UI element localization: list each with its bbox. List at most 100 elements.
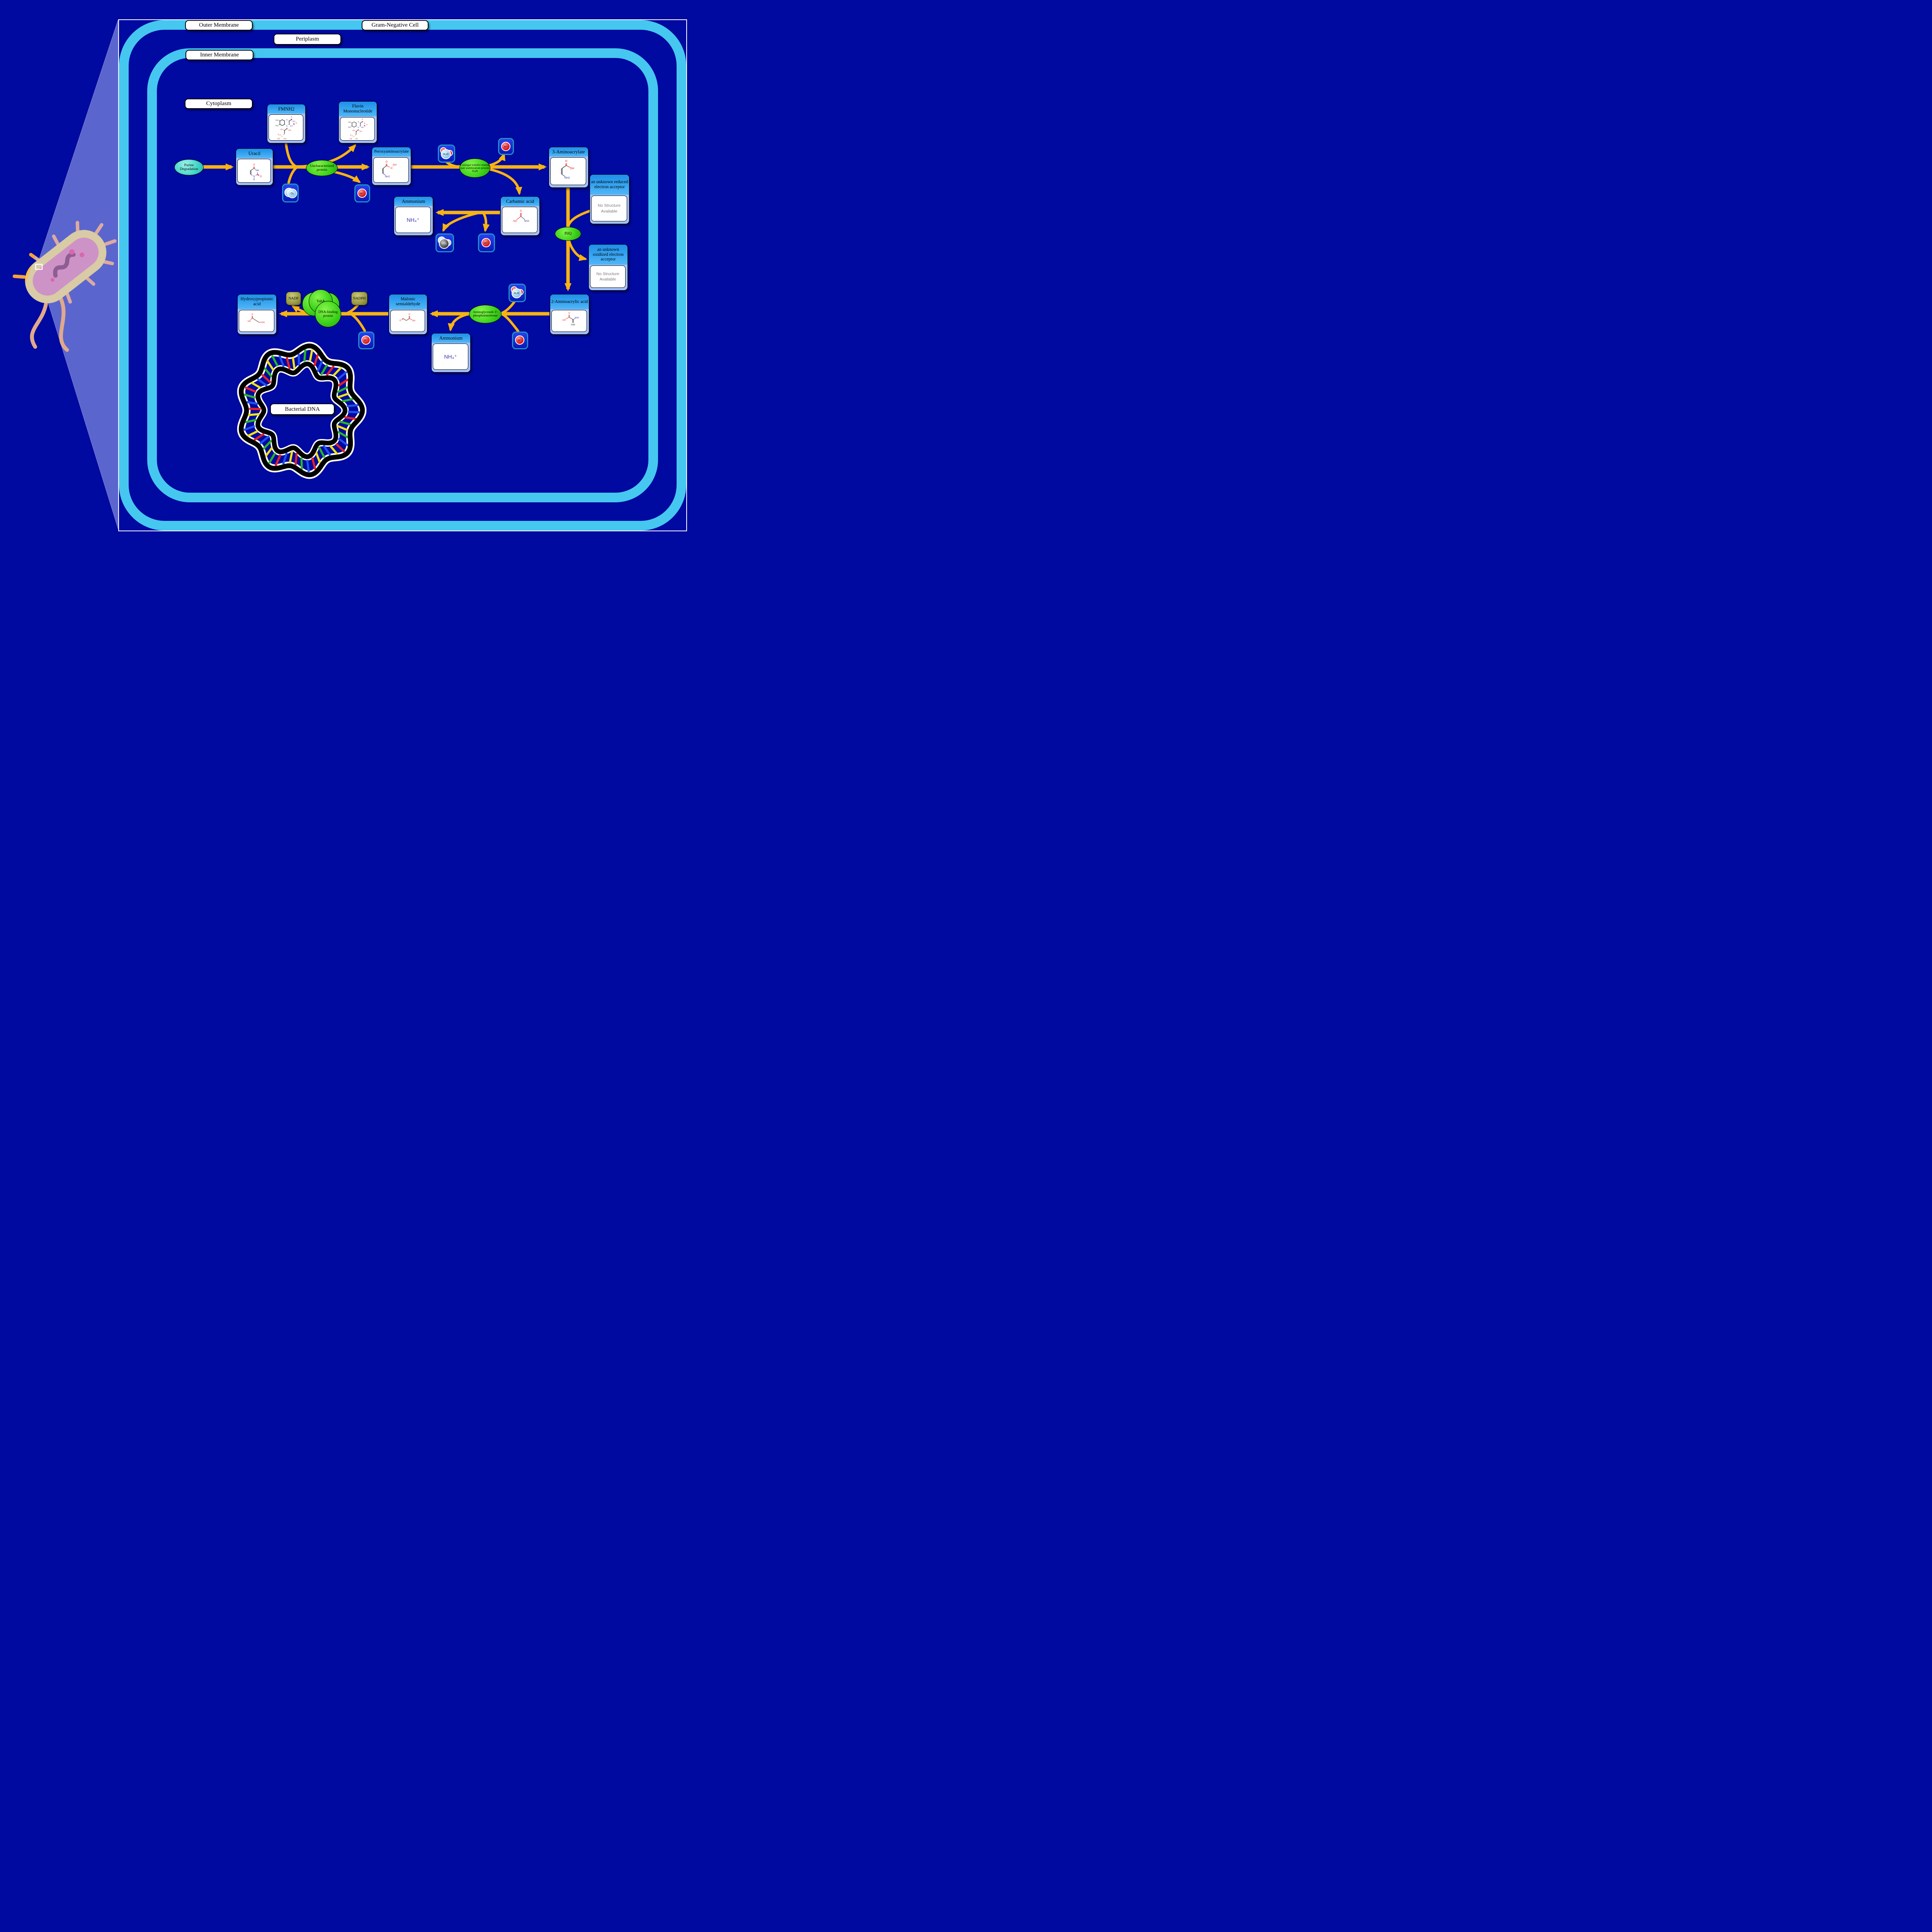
svg-text:N: N: [358, 126, 359, 128]
2-aminoacrylic-structure: O HO NH2 CH2: [551, 310, 587, 332]
svg-text:O: O: [366, 124, 367, 126]
inner-membrane-band: [147, 48, 658, 502]
nadph-text: NADPH: [353, 296, 366, 301]
svg-text:OH: OH: [352, 129, 355, 131]
svg-text:NH: NH: [256, 170, 259, 172]
cofactor-h-plus-icon[interactable]: H⁺: [358, 332, 374, 349]
label-cytoplasm: Cytoplasm: [185, 99, 253, 109]
svg-text:OH: OH: [570, 167, 574, 170]
zoom-region-indicator: [35, 264, 43, 270]
svg-text:O: O: [278, 134, 279, 136]
cofactor-h2o-icon[interactable]: H₂O: [438, 145, 455, 163]
cofactor-nadp-icon[interactable]: NADP: [286, 292, 301, 305]
svg-text:O: O: [291, 116, 293, 118]
aminoglycoside-text: Aminoglycoside 3'-phosphotransferase: [473, 310, 498, 317]
peroxyaminoacrylate-structure: O O OH NH2: [373, 157, 409, 183]
svg-text:OH: OH: [288, 129, 291, 132]
svg-text:O: O: [260, 176, 262, 178]
zoom-wedge-and-bacterium: [0, 19, 119, 530]
svg-text:H₃C: H₃C: [276, 125, 279, 127]
enzyme-tran[interactable]: Conjugal transfer mating pair stabilizat…: [459, 158, 490, 178]
metabolite-fmnh2[interactable]: FMNH2 H₃C H₃C N N NH NH O O OH OH P O HO OH: [267, 104, 306, 143]
label-periplasm: Periplasm: [274, 34, 341, 45]
svg-text:H₃C: H₃C: [276, 119, 279, 121]
svg-text:P: P: [353, 136, 354, 138]
svg-text:HO: HO: [350, 138, 352, 140]
svg-text:N: N: [364, 122, 365, 124]
cofactor-h-plus-icon[interactable]: H⁺: [478, 233, 495, 252]
svg-text:NH2: NH2: [575, 317, 579, 319]
cytoplasm-text: Cytoplasm: [206, 100, 231, 107]
cofactor-h-plus-icon[interactable]: H⁺: [512, 332, 528, 349]
cofactor-h-plus-icon[interactable]: H⁺: [354, 184, 370, 202]
dna-binding-protein-text: DNA-binding protein: [318, 310, 338, 318]
svg-text:OH: OH: [284, 138, 287, 140]
svg-text:O: O: [391, 167, 393, 170]
oxidized-acceptor-title: an unknown oxidized electron acceptor: [593, 247, 624, 262]
metabolite-ammonium-top[interactable]: Ammonium NH₄⁺: [394, 196, 433, 236]
inner-membrane-text: Inner Membrane: [200, 52, 239, 58]
3-aminoacrylate-structure: O OH NH2: [550, 157, 586, 185]
carbamic-acid-structure: O HO NH2: [502, 207, 537, 233]
svg-text:OH: OH: [412, 320, 415, 322]
label-outer-membrane: Outer Membrane: [185, 20, 253, 31]
metabolite-3-aminoacrylate[interactable]: 3-Aminoacrylate O OH NH2: [549, 147, 588, 188]
svg-text:HO: HO: [513, 220, 517, 223]
h-plus-text: H⁺: [484, 241, 488, 245]
svg-text:NH: NH: [290, 125, 293, 127]
metabolite-fmn[interactable]: Flavin Mononucleotide H₃C H₃C N N N NH O O OH OH P…: [338, 101, 377, 143]
h2o-text: H₂O: [443, 153, 449, 156]
metabolite-unknown-oxidized-acceptor[interactable]: an unknown oxidized electron acceptor No…: [588, 244, 628, 291]
label-inner-membrane: Inner Membrane: [185, 50, 253, 60]
metabolite-malonic-semialdehyde[interactable]: Malonic semialdehyde O O OH: [389, 294, 427, 335]
2-aminoacrylic-title: 2-Aminoacrylic acid: [551, 299, 588, 304]
svg-text:NH: NH: [293, 120, 295, 122]
enzyme-uncharacterized-protein[interactable]: Uncharacterized protein: [306, 160, 338, 176]
metabolite-hydroxypropionic-acid[interactable]: Hydroxypropionic acid O HO OH: [237, 294, 277, 335]
metabolite-unknown-reduced-acceptor[interactable]: an unknown reduced electron acceptor No …: [590, 174, 629, 224]
metabolite-carbamic-acid[interactable]: Carbamic acid O HO NH2: [500, 196, 540, 236]
reduced-acceptor-title: an unknown reduced electron acceptor: [591, 180, 628, 189]
svg-text:O: O: [252, 313, 253, 316]
svg-text:N: N: [286, 119, 288, 121]
reduced-acceptor-note: No Structure Available: [598, 203, 621, 214]
metabolite-uracil[interactable]: Uracil O NH O N H: [236, 148, 273, 185]
malonic-title: Malonic semialdehyde: [396, 297, 420, 306]
svg-text:NH2: NH2: [385, 175, 390, 178]
peroxyaminoacrylate-title: Peroxyaminoacrylate: [374, 150, 409, 154]
nadp-text: NADP: [288, 296, 299, 301]
enzyme-aminoglycoside-phosphotransferase[interactable]: Aminoglycoside 3'-phosphotransferase: [469, 305, 502, 323]
svg-text:NH2: NH2: [565, 177, 570, 179]
svg-text:N: N: [286, 125, 288, 127]
fmn-title: Flavin Mononucleotide: [343, 104, 372, 114]
h-plus-text: H⁺: [364, 338, 368, 342]
svg-text:H₃C: H₃C: [348, 126, 351, 128]
cofactor-co2-icon[interactable]: CO₂: [435, 233, 454, 252]
fmn-structure: H₃C H₃C N N N NH O O OH OH P O HO OH: [340, 117, 375, 141]
cofactor-nadph-icon[interactable]: NADPH: [351, 292, 367, 305]
fmnh2-title: FMNH2: [278, 106, 295, 112]
enzyme-dna-binding-protein[interactable]: DNA-binding protein: [315, 301, 341, 327]
pathway-purine-degradation[interactable]: Purine Degradation: [174, 159, 204, 175]
metabolite-peroxyaminoacrylate[interactable]: Peroxyaminoacrylate O O OH NH2: [372, 147, 411, 185]
yaha-text: YahA: [316, 299, 325, 303]
uncharacterized-protein-text: Uncharacterized protein: [310, 164, 334, 172]
enzyme-pilq[interactable]: PilQ: [555, 227, 581, 241]
metabolite-ammonium-bottom[interactable]: Ammonium NH₄⁺: [431, 333, 471, 372]
label-gram-negative-cell: Gram-Negative Cell: [362, 20, 429, 31]
cofactor-h2o-icon[interactable]: H₂O: [509, 284, 526, 302]
o2-text: O₂: [291, 192, 294, 195]
svg-text:OH: OH: [281, 128, 284, 131]
svg-text:NH: NH: [361, 126, 364, 128]
h-plus-text: H⁺: [504, 145, 508, 148]
cofactor-h-plus-icon[interactable]: H⁺: [498, 138, 514, 155]
metabolite-2-aminoacrylic-acid[interactable]: 2-Aminoacrylic acid O HO NH2 CH2: [550, 294, 589, 335]
h-plus-text: H⁺: [360, 191, 364, 195]
svg-text:OH: OH: [393, 164, 397, 167]
pilq-text: PilQ: [564, 231, 572, 236]
svg-text:O: O: [520, 210, 522, 213]
3-aminoacrylate-title: 3-Aminoacrylate: [552, 149, 585, 155]
svg-text:HO: HO: [563, 319, 566, 321]
cofactor-o2-icon[interactable]: O₂: [282, 184, 299, 202]
periplasm-text: Periplasm: [296, 36, 319, 42]
